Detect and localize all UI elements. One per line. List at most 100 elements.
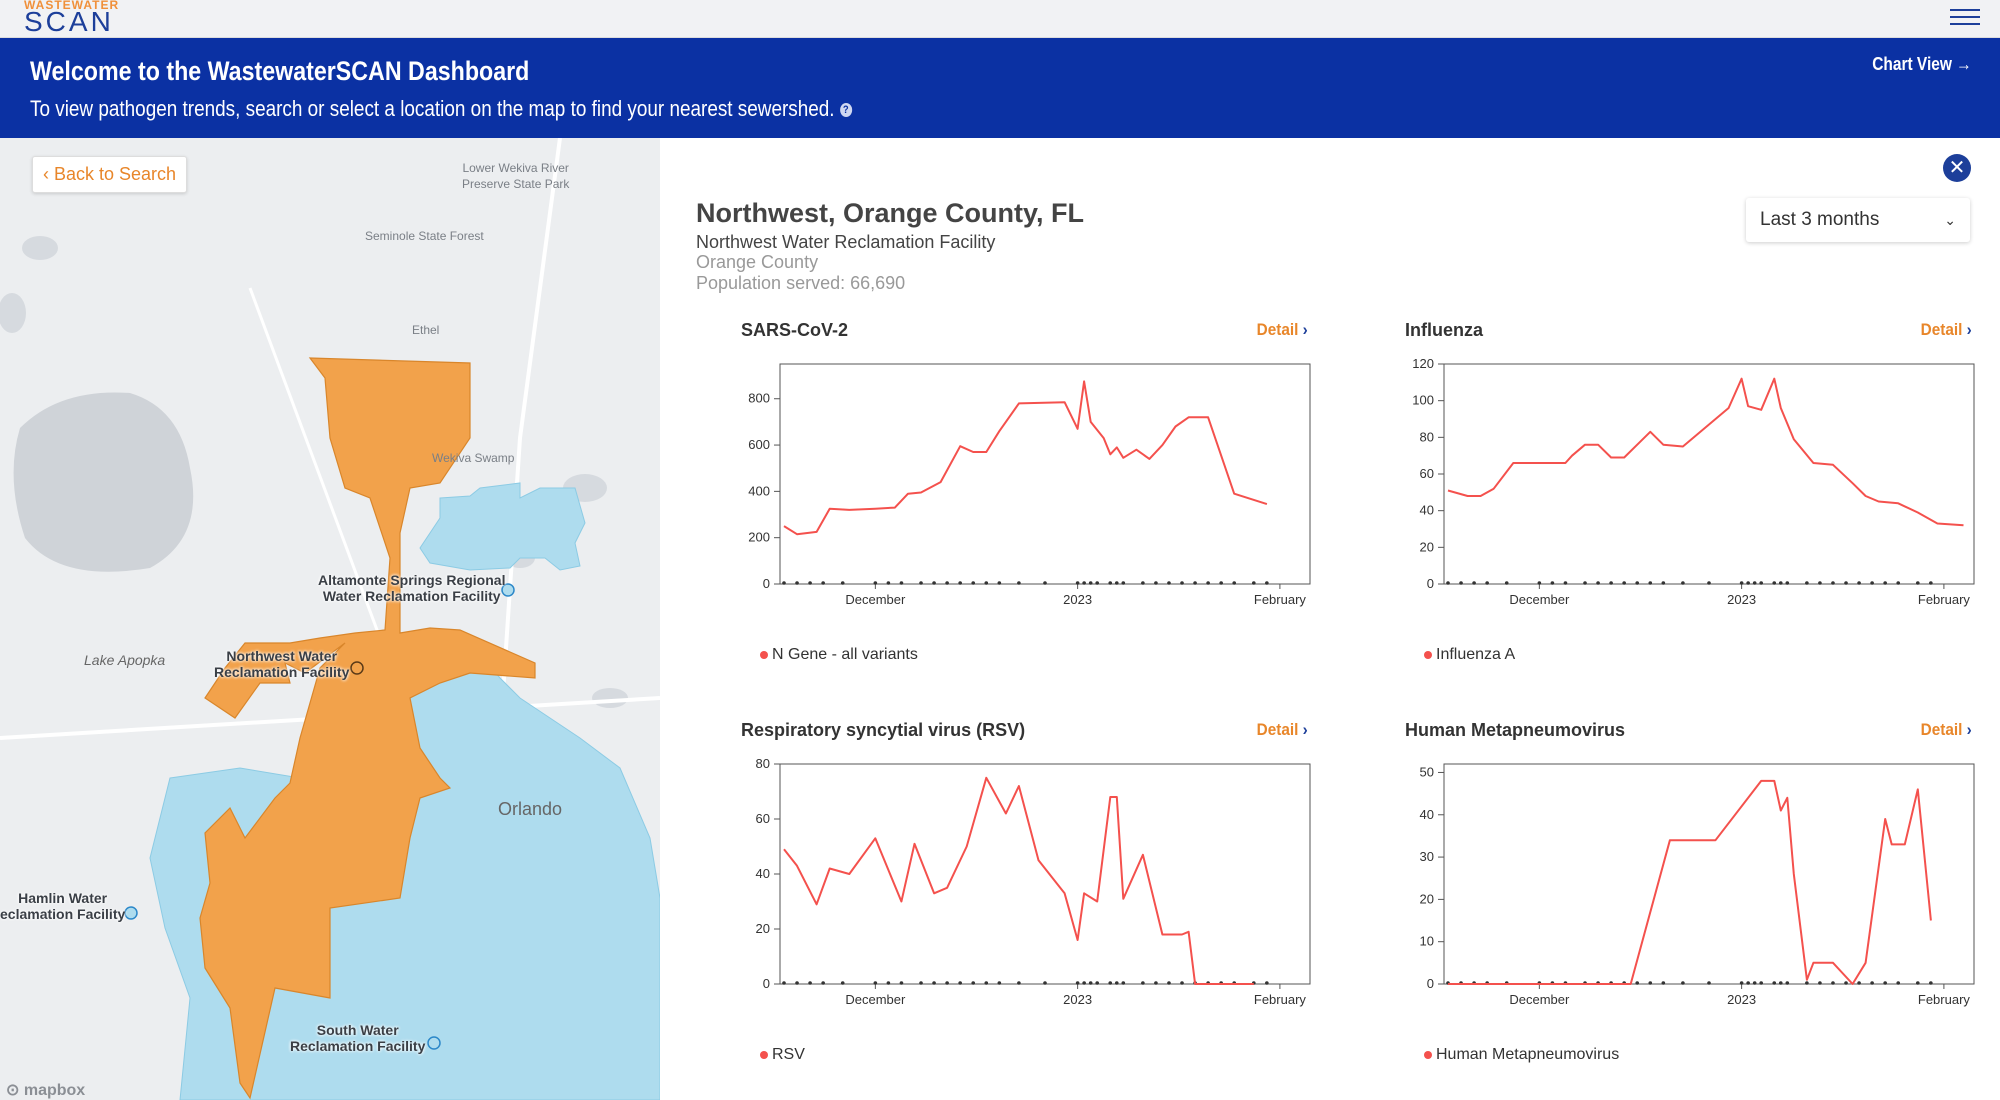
sample-date-dot	[1916, 981, 1920, 985]
legend-dot	[1424, 650, 1432, 659]
sample-date-dot	[1459, 581, 1463, 585]
sample-date-dot	[1082, 981, 1086, 985]
back-to-search-button[interactable]: ‹ Back to Search	[32, 156, 188, 193]
map-canvas[interactable]	[0, 138, 660, 1100]
hamburger-menu-icon[interactable]	[1950, 4, 1980, 28]
close-icon: ✕	[1948, 157, 1966, 179]
sample-date-dot	[997, 581, 1002, 585]
sample-date-dot	[1805, 581, 1809, 585]
close-panel-button[interactable]: ✕	[1943, 154, 1971, 182]
influenza-chart[interactable]: 0 20 40 60 80 100 120 December 2023 February	[1374, 348, 1994, 628]
sample-date-dot	[1831, 981, 1835, 985]
sample-date-dot	[1180, 981, 1184, 985]
help-icon[interactable]: ?	[839, 103, 852, 118]
sample-date-dot	[1778, 581, 1783, 585]
detail-link-influenza[interactable]: Detail ›	[1920, 320, 1972, 339]
sample-date-dot	[1818, 581, 1822, 585]
sample-date-dot	[1707, 981, 1711, 985]
sample-date-dot	[1114, 981, 1119, 985]
sample-date-dot	[1661, 581, 1666, 585]
banner-subtitle: To view pathogen trends, search or selec…	[30, 96, 852, 122]
y-tick-label: 10	[1420, 934, 1434, 949]
sample-date-dot	[1017, 981, 1021, 985]
y-tick-label: 20	[756, 921, 770, 936]
time-range-select[interactable]: Last 3 months ⌄	[1746, 198, 1970, 242]
sample-date-dot	[1752, 581, 1757, 585]
logo-top-text: WASTEWATER	[24, 0, 120, 12]
sample-date-dot	[1609, 581, 1613, 585]
y-tick-label: 0	[763, 976, 770, 991]
detail-link-hmpv[interactable]: Detail ›	[1920, 720, 1972, 739]
map-label-northwest[interactable]: Northwest Water Reclamation Facility	[214, 648, 350, 680]
x-tick-label: 2023	[1727, 592, 1756, 607]
sample-date-dot	[945, 981, 949, 985]
map-label-altamonte[interactable]: Altamonte Springs Regional Water Reclama…	[318, 572, 506, 604]
sample-date-dot	[1075, 581, 1080, 585]
sample-date-dot	[1929, 981, 1933, 985]
x-tick-label: February	[1254, 592, 1307, 607]
sample-date-dot	[1095, 581, 1099, 585]
legend-rsv[interactable]: RSV	[760, 1046, 805, 1064]
sample-date-dot	[1707, 581, 1711, 585]
y-tick-label: 400	[748, 483, 770, 498]
sample-date-dot	[1114, 581, 1119, 585]
legend-sars[interactable]: N Gene - all variants	[760, 646, 918, 664]
legend-influenza[interactable]: Influenza A	[1424, 646, 1515, 664]
sample-date-dot	[1583, 581, 1587, 585]
sample-date-dot	[1818, 981, 1822, 985]
northwest-sewershed-shape	[199, 357, 536, 1100]
plot-frame	[1443, 363, 1975, 585]
altamonte-sewershed-shape	[419, 482, 586, 571]
rsv-chart[interactable]: 0 20 40 60 80 December 2023 February	[710, 748, 1330, 1028]
location-facility: Northwest Water Reclamation Facility	[696, 232, 996, 252]
sample-date-dot	[886, 981, 891, 985]
sample-date-dot	[1154, 581, 1158, 585]
sample-date-dot	[1739, 981, 1744, 985]
legend-dot	[1424, 1050, 1432, 1059]
sample-date-dot	[1108, 581, 1113, 585]
sample-date-dot	[1785, 981, 1790, 985]
sample-date-dot	[1537, 581, 1542, 585]
x-tick-label: February	[1918, 592, 1971, 607]
sample-date-dot	[886, 581, 891, 585]
mapbox-attribution[interactable]: ⊙ mapbox	[6, 1082, 86, 1099]
map-label-south[interactable]: South Water Reclamation Facility	[290, 1022, 426, 1054]
series-line	[783, 776, 1254, 985]
sample-date-dot	[821, 981, 825, 985]
sample-date-dot	[1154, 981, 1158, 985]
detail-link-sars[interactable]: Detail ›	[1256, 320, 1308, 339]
sample-date-dot	[1785, 581, 1790, 585]
sample-date-dot	[1265, 981, 1269, 985]
sample-date-dot	[1844, 981, 1848, 985]
hmpv-chart[interactable]: 0 10 20 30 40 50 December 2023 February	[1374, 748, 1994, 1028]
sample-date-dot	[1121, 981, 1126, 985]
sample-date-dot	[1916, 581, 1920, 585]
sample-date-dot	[1141, 981, 1145, 985]
y-tick-label: 20	[1420, 539, 1434, 554]
sample-date-dot	[1075, 981, 1080, 985]
series-line	[1447, 377, 1964, 527]
banner-subtitle-text: To view pathogen trends, search or selec…	[30, 96, 835, 121]
map-view[interactable]: ‹ Back to Search Lower Wekiva River Pres…	[0, 138, 660, 1100]
sample-date-dot	[1870, 581, 1874, 585]
map-label-hamlin[interactable]: Hamlin Water eclamation Facility	[0, 890, 126, 922]
chart-view-link[interactable]: Chart View →	[1872, 54, 1972, 74]
wastewaterscan-logo[interactable]: WASTEWATER SCAN	[24, 0, 124, 36]
lake-apopka-shape	[13, 392, 194, 572]
map-label-ethel: Ethel	[412, 323, 440, 337]
sample-date-dot	[1206, 581, 1210, 585]
sample-date-dot	[899, 981, 904, 985]
sample-date-dot	[1739, 581, 1744, 585]
sars-cov-2-chart[interactable]: 0 200 400 600 800 December 2023 February	[710, 348, 1330, 628]
sample-date-dot	[1088, 981, 1093, 985]
series-line	[783, 380, 1268, 536]
sample-date-dot	[782, 581, 786, 585]
y-tick-label: 20	[1420, 891, 1434, 906]
map-label-seminole: Seminole State Forest	[365, 229, 484, 243]
location-population: Population served: 66,690	[696, 273, 906, 293]
detail-link-rsv[interactable]: Detail ›	[1256, 720, 1308, 739]
legend-dot	[760, 1050, 768, 1059]
sample-date-dot	[1622, 581, 1626, 585]
sample-date-dot	[1746, 581, 1750, 585]
legend-hmpv[interactable]: Human Metapneumovirus	[1424, 1046, 1619, 1064]
